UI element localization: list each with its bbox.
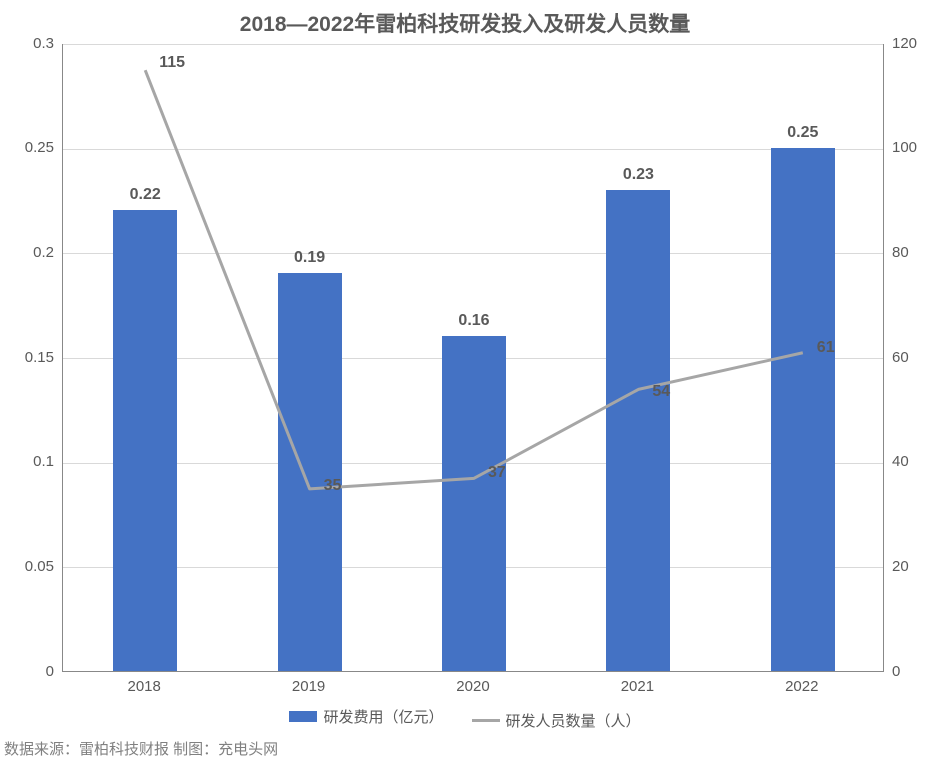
- y-left-tick: 0.2: [4, 244, 54, 261]
- legend-line-swatch: [472, 719, 500, 722]
- chart-container: 2018—2022年雷柏科技研发投入及研发人员数量 0.220.190.160.…: [0, 0, 930, 760]
- legend-bar-swatch: [289, 711, 317, 722]
- y-left-tick: 0.3: [4, 35, 54, 52]
- y-right-tick: 80: [892, 244, 909, 261]
- y-left-tick: 0: [4, 663, 54, 680]
- line-value-label: 54: [652, 383, 670, 401]
- line-series: [63, 44, 885, 672]
- legend-item: 研发人员数量（人）: [472, 710, 641, 731]
- y-right-tick: 40: [892, 453, 909, 470]
- x-tick: 2022: [720, 678, 884, 695]
- y-left-tick: 0.25: [4, 139, 54, 156]
- legend-label: 研发人员数量（人）: [506, 710, 641, 731]
- y-right-tick: 60: [892, 349, 909, 366]
- y-left-tick: 0.05: [4, 558, 54, 575]
- x-tick: 2021: [555, 678, 719, 695]
- line-value-label: 35: [324, 477, 342, 495]
- line-value-label: 61: [817, 339, 835, 357]
- y-right-tick: 100: [892, 139, 917, 156]
- y-right-tick: 20: [892, 558, 909, 575]
- line-value-label: 37: [488, 464, 506, 482]
- legend-label: 研发费用（亿元）: [323, 706, 443, 727]
- line-value-label: 115: [159, 54, 185, 72]
- legend-item: 研发费用（亿元）: [289, 706, 443, 727]
- legend: 研发费用（亿元） 研发人员数量（人）: [0, 706, 930, 731]
- y-right-tick: 120: [892, 35, 917, 52]
- y-right-tick: 0: [892, 663, 900, 680]
- x-tick: 2019: [226, 678, 390, 695]
- source-text: 数据来源：雷柏科技财报 制图：充电头网: [4, 738, 278, 759]
- x-tick: 2018: [62, 678, 226, 695]
- y-left-tick: 0.1: [4, 453, 54, 470]
- x-tick: 2020: [391, 678, 555, 695]
- chart-title: 2018—2022年雷柏科技研发投入及研发人员数量: [0, 8, 930, 38]
- y-left-tick: 0.15: [4, 349, 54, 366]
- plot-area: 0.220.190.160.230.2511535375461: [62, 44, 884, 672]
